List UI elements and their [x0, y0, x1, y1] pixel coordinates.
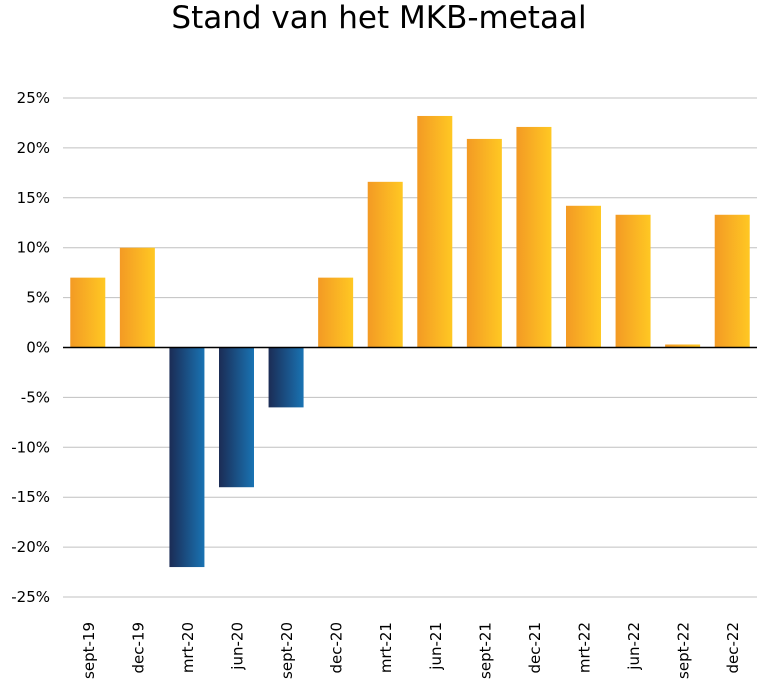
bar-mrt-20 — [169, 347, 205, 568]
bar-dec-19 — [119, 247, 155, 348]
x-tick-label: jun-21 — [427, 622, 445, 671]
bar-mrt-22 — [566, 205, 601, 348]
bar-sept-19 — [70, 277, 106, 348]
y-tick-label: 10% — [17, 239, 50, 257]
chart-title: Stand van het MKB-metaal — [171, 0, 587, 36]
x-tick-label: mrt-21 — [377, 622, 395, 673]
x-tick-label: jun-22 — [625, 622, 643, 671]
bar-dec-21 — [516, 126, 552, 348]
x-tick-label: dec-19 — [129, 622, 147, 674]
bar-sept-20 — [268, 347, 304, 408]
axes: 25% 20% 15% 10% 5% 0% -5% -10% -15% -20% -25% sept-… — [11, 89, 757, 679]
x-tick-label: mrt-22 — [576, 622, 594, 673]
y-tick-label: -20% — [11, 538, 50, 556]
x-tick-label: sept-22 — [675, 622, 693, 679]
y-tick-label: -5% — [21, 388, 50, 406]
x-tick-label: sept-19 — [80, 622, 98, 679]
bar-dec-20 — [318, 277, 354, 348]
x-tick-label: dec-21 — [526, 622, 544, 674]
x-tick-label: jun-20 — [229, 622, 247, 671]
y-tick-label: 20% — [17, 139, 50, 157]
y-tick-label: 15% — [17, 189, 50, 207]
x-tick-label: dec-22 — [724, 622, 742, 674]
x-tick-label: dec-20 — [328, 622, 346, 674]
bar-mrt-21 — [367, 181, 403, 348]
y-tick-label: 25% — [17, 89, 50, 107]
y-tick-label: -15% — [11, 488, 50, 506]
bar-sept-21 — [466, 138, 502, 348]
x-tick-label: mrt-20 — [179, 622, 197, 673]
bar-dec-22 — [714, 214, 750, 348]
y-tick-label: 0% — [26, 339, 50, 357]
bar-sept-22 — [665, 344, 701, 348]
bar-jun-20 — [219, 347, 254, 488]
bar-jun-22 — [615, 214, 651, 348]
x-tick-label: sept-20 — [278, 622, 296, 679]
bar-jun-21 — [417, 115, 453, 348]
y-tick-label: -10% — [11, 438, 50, 456]
y-tick-label: 5% — [26, 289, 50, 307]
x-tick-label: sept-21 — [476, 622, 494, 679]
bars — [70, 115, 750, 568]
y-tick-label: -25% — [11, 588, 50, 606]
